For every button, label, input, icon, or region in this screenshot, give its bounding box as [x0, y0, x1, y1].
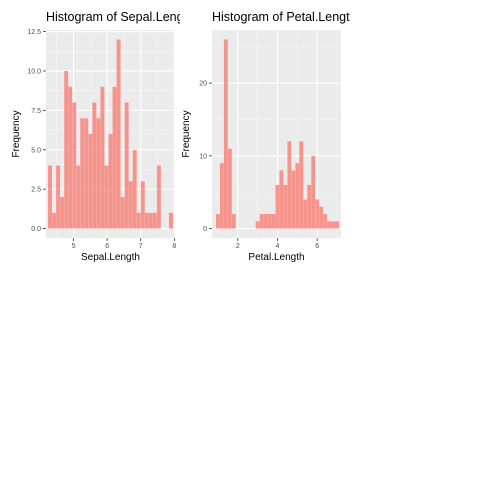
sepal-length-histogram-panel: Histogram of Sepal.Length 5 6 7 8 0.0 2.5 5.0…	[0, 0, 180, 270]
histogram-bar	[307, 184, 312, 229]
histogram-bar	[322, 213, 328, 229]
histogram-bar	[63, 70, 69, 229]
histogram-bar	[59, 196, 65, 229]
histogram-bar	[267, 213, 272, 229]
y-tick-label: 0.0	[31, 226, 41, 233]
y-tick-label: 0	[203, 226, 207, 233]
bars	[47, 39, 174, 229]
histogram-bar	[275, 184, 280, 229]
histogram-bar	[311, 155, 316, 229]
y-axis-ticks: 0.0 2.5 5.0 7.5 10.0 12.5	[27, 29, 46, 233]
histogram-bar	[319, 206, 324, 229]
y-tick-label: 7.5	[31, 108, 41, 115]
histogram-bar	[128, 181, 133, 229]
histogram-bar	[108, 133, 113, 229]
chart-title: Histogram of Petal.Length	[212, 10, 350, 24]
x-tick-label: 6	[105, 243, 109, 250]
petal-length-histogram: Histogram of Petal.Length 2 4 6 0 10 20 Peta…	[181, 10, 350, 263]
histogram-bar	[326, 221, 332, 229]
histogram-bar	[279, 170, 284, 229]
x-tick-label: 7	[139, 243, 143, 250]
histogram-bar	[68, 86, 73, 229]
histogram-bar	[215, 213, 221, 229]
histogram-bar	[88, 133, 93, 229]
histogram-bar	[136, 212, 141, 229]
histogram-bar	[303, 199, 308, 229]
histogram-bar	[334, 221, 340, 229]
histogram-bar	[124, 102, 129, 229]
histogram-bar	[291, 170, 296, 229]
histogram-bar	[76, 165, 81, 229]
petal-length-histogram-panel: Histogram of Petal.Length 2 4 6 0 10 20 Peta…	[180, 0, 350, 270]
histogram-bar	[168, 212, 174, 229]
y-tick-label: 12.5	[27, 29, 41, 36]
y-axis-title: Frequency	[181, 110, 192, 157]
x-axis-title: Sepal.Length	[81, 252, 140, 263]
histogram-bar	[259, 213, 264, 229]
y-axis-title: Frequency	[11, 110, 22, 157]
x-tick-label: 5	[72, 243, 76, 250]
chart-title: Histogram of Sepal.Length	[46, 10, 180, 24]
histogram-bar	[140, 181, 145, 229]
histogram-bar	[219, 162, 225, 229]
histogram-bar	[287, 141, 292, 229]
histogram-bar	[231, 213, 236, 229]
histogram-bar	[144, 212, 149, 229]
histogram-bar	[80, 118, 85, 229]
histogram-bar	[132, 149, 137, 229]
x-tick-label: 2	[236, 243, 240, 250]
histogram-bar	[55, 165, 61, 229]
histogram-bar	[120, 196, 125, 229]
y-tick-label: 20	[199, 81, 207, 88]
sepal-length-histogram: Histogram of Sepal.Length 5 6 7 8 0.0 2.5 5.0…	[11, 10, 180, 263]
x-tick-label: 4	[276, 243, 280, 250]
histogram-bar	[156, 165, 162, 229]
x-tick-label: 6	[315, 243, 319, 250]
histogram-bar	[227, 148, 232, 229]
histogram-bar	[152, 212, 158, 229]
x-axis-ticks: 2 4 6	[236, 238, 319, 250]
histogram-bar	[104, 165, 109, 229]
histogram-bar	[330, 221, 336, 229]
y-tick-label: 2.5	[31, 187, 41, 194]
x-axis-ticks: 5 6 7 8	[72, 238, 176, 250]
histogram-bar	[72, 102, 77, 229]
histogram-bar	[263, 213, 268, 229]
histogram-bar	[47, 165, 53, 229]
histogram-bar	[299, 141, 304, 229]
histogram-bar	[92, 102, 97, 229]
histogram-bar	[51, 212, 57, 229]
x-tick-label: 8	[172, 243, 176, 250]
histogram-bar	[223, 39, 229, 229]
histogram-bar	[255, 221, 260, 229]
histogram-bar	[116, 39, 121, 229]
y-tick-label: 5.0	[31, 147, 41, 154]
histogram-bar	[315, 199, 320, 229]
histogram-bar	[112, 86, 117, 229]
histogram-bar	[96, 118, 101, 229]
y-axis-ticks: 0 10 20	[199, 81, 212, 233]
x-axis-title: Petal.Length	[248, 252, 304, 263]
histogram-bar	[84, 118, 89, 229]
histogram-bar	[100, 86, 105, 229]
histogram-bar	[271, 213, 276, 229]
histogram-bar	[148, 212, 153, 229]
bars	[215, 39, 340, 229]
y-tick-label: 10	[199, 153, 207, 160]
histogram-bar	[295, 162, 300, 229]
histogram-bar	[283, 184, 288, 229]
y-tick-label: 10.0	[27, 68, 41, 75]
